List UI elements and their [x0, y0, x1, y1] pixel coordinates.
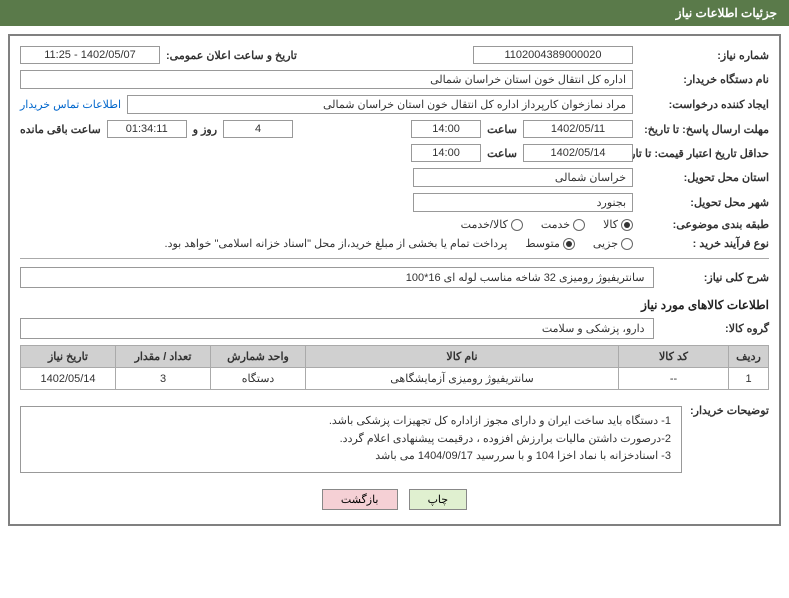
th-code: کد کالا — [619, 346, 729, 368]
remain-label: ساعت باقی مانده — [20, 123, 101, 136]
days-value: 4 — [223, 120, 293, 138]
req-num-value: 1102004389000020 — [473, 46, 633, 64]
province-label: استان محل تحویل: — [639, 171, 769, 184]
buyer-value: اداره کل انتقال خون استان خراسان شمالی — [20, 70, 633, 89]
deadline-time: 14:00 — [411, 120, 481, 138]
radio-both-label: کالا/خدمت — [461, 218, 508, 231]
province-value: خراسان شمالی — [413, 168, 633, 187]
table-row: 1 -- سانتریفیوژ رومیزی آزمایشگاهی دستگاه… — [21, 368, 769, 390]
cell-unit: دستگاه — [211, 368, 306, 390]
group-label: گروه کالا: — [660, 322, 769, 335]
contact-link[interactable]: اطلاعات تماس خریدار — [20, 98, 121, 111]
validity-date: 1402/05/14 — [523, 144, 633, 162]
notes-label: توضیحات خریدار: — [690, 398, 769, 417]
requester-label: ایجاد کننده درخواست: — [639, 98, 769, 111]
items-table: ردیف کد کالا نام کالا واحد شمارش تعداد /… — [20, 345, 769, 390]
th-row: ردیف — [729, 346, 769, 368]
cell-qty: 3 — [116, 368, 211, 390]
time-label-1: ساعت — [487, 123, 517, 136]
note-line-3: 3- اسنادخزانه با نماد اخزا 104 و با سررس… — [31, 448, 671, 466]
validity-time: 14:00 — [411, 144, 481, 162]
category-label: طبقه بندی موضوعی: — [639, 218, 769, 231]
th-date: تاریخ نیاز — [21, 346, 116, 368]
remain-time: 01:34:11 — [107, 120, 187, 138]
print-button[interactable]: چاپ — [409, 489, 468, 510]
radio-medium-label: متوسط — [525, 237, 560, 250]
validity-label: حداقل تاریخ اعتبار قیمت: تا تاریخ: — [639, 147, 769, 160]
city-label: شهر محل تحویل: — [639, 196, 769, 209]
radio-service[interactable]: خدمت — [541, 218, 585, 231]
process-label: نوع فرآیند خرید : — [639, 237, 769, 250]
back-button[interactable]: بازگشت — [322, 489, 398, 510]
announce-value: 1402/05/07 - 11:25 — [20, 46, 160, 64]
radio-partial-label: جزیی — [593, 237, 618, 250]
radio-goods[interactable]: کالا — [603, 218, 633, 231]
req-num-label: شماره نیاز: — [639, 49, 769, 62]
desc-value: سانتریفیوژ رومیزی 32 شاخه مناسب لوله ای … — [20, 267, 654, 288]
panel-header: جزئیات اطلاعات نیاز — [0, 0, 789, 26]
deadline-label: مهلت ارسال پاسخ: تا تاریخ: — [639, 123, 769, 136]
radio-service-label: خدمت — [541, 218, 570, 231]
radio-goods-label: کالا — [603, 218, 618, 231]
cell-row: 1 — [729, 368, 769, 390]
time-label-2: ساعت — [487, 147, 517, 160]
cell-name: سانتریفیوژ رومیزی آزمایشگاهی — [306, 368, 619, 390]
th-unit: واحد شمارش — [211, 346, 306, 368]
items-section-header: اطلاعات کالاهای مورد نیاز — [20, 298, 769, 312]
announce-label: تاریخ و ساعت اعلان عمومی: — [166, 49, 297, 62]
deadline-date: 1402/05/11 — [523, 120, 633, 138]
radio-partial[interactable]: جزیی — [593, 237, 633, 250]
city-value: بجنورد — [413, 193, 633, 212]
group-value: دارو، پزشکی و سلامت — [20, 318, 654, 339]
cell-date: 1402/05/14 — [21, 368, 116, 390]
note-line-2: 2-درصورت داشتن مالیات برارزش افزوده ، در… — [31, 431, 671, 449]
buyer-notes: 1- دستگاه باید ساخت ایران و دارای مجوز ا… — [20, 406, 682, 473]
radio-medium[interactable]: متوسط — [525, 237, 575, 250]
days-label: روز و — [193, 123, 217, 136]
radio-both[interactable]: کالا/خدمت — [461, 218, 523, 231]
main-panel: شماره نیاز: 1102004389000020 تاریخ و ساع… — [8, 34, 781, 526]
desc-label: شرح کلی نیاز: — [660, 271, 769, 284]
note-line-1: 1- دستگاه باید ساخت ایران و دارای مجوز ا… — [31, 413, 671, 431]
th-qty: تعداد / مقدار — [116, 346, 211, 368]
buyer-label: نام دستگاه خریدار: — [639, 73, 769, 86]
cell-code: -- — [619, 368, 729, 390]
th-name: نام کالا — [306, 346, 619, 368]
purchase-note: پرداخت تمام یا بخشی از مبلغ خرید،از محل … — [165, 237, 508, 250]
requester-value: مراد نمازخوان کارپرداز اداره کل انتقال خ… — [127, 95, 633, 114]
